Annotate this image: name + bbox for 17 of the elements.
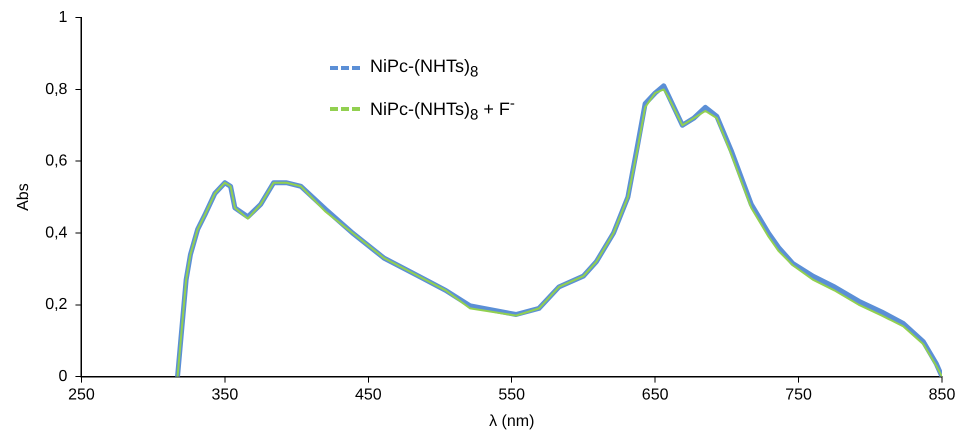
y-tick-label: 0,2 (45, 296, 68, 314)
x-tick-label: 850 (928, 386, 956, 404)
x-tick-label: 550 (498, 386, 526, 404)
y-tick-label: 1 (58, 9, 68, 26)
x-tick-label: 750 (785, 386, 812, 404)
y-tick-label: 0,8 (45, 80, 68, 98)
x-tick-label: 650 (642, 386, 669, 404)
y-tick-label: 0,6 (45, 152, 68, 170)
x-tick-label: 450 (354, 386, 382, 404)
y-tick-label: 0,4 (45, 224, 68, 242)
x-axis-title: λ (nm) (489, 412, 534, 430)
legend-label: NiPc-(NHTs)$_{8}$ (370, 56, 478, 81)
legend-label: NiPc-(NHTs)$_{8}$ + F$^{-}$ (370, 94, 515, 124)
y-tick-label: 0 (58, 368, 68, 386)
x-tick-label: 350 (212, 386, 238, 404)
y-axis-title: Abs (15, 183, 32, 211)
x-tick-label: 250 (68, 386, 95, 404)
